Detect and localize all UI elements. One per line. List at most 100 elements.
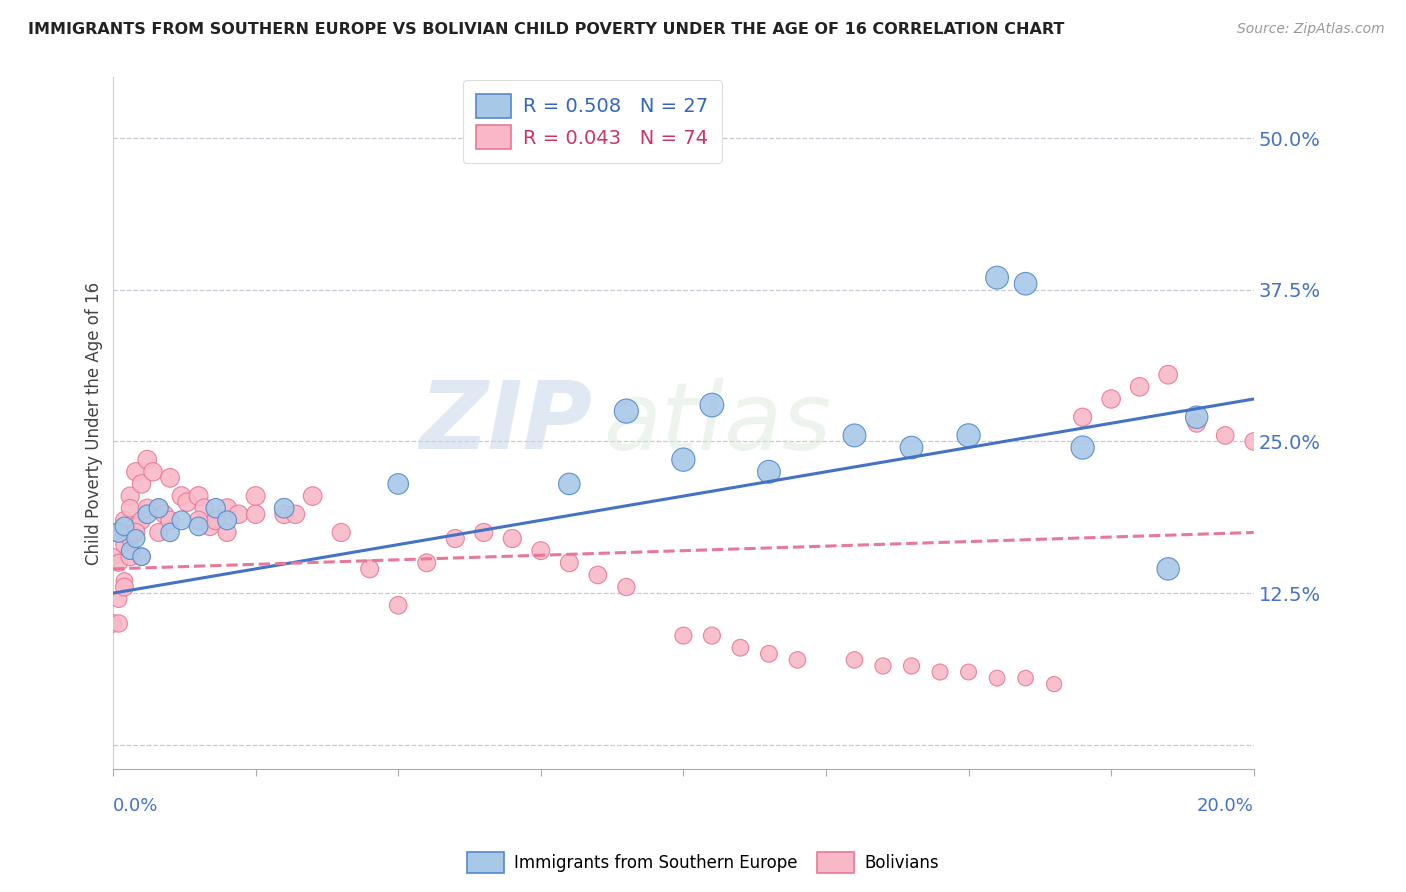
Point: [131, 549, 153, 564]
Point: [131, 477, 153, 491]
Point: [107, 525, 129, 540]
Point: [558, 477, 581, 491]
Point: [120, 532, 142, 546]
Point: [387, 599, 409, 613]
Point: [125, 532, 148, 546]
Point: [204, 513, 226, 527]
Point: [114, 538, 136, 552]
Point: [700, 629, 723, 643]
Point: [900, 659, 922, 673]
Text: IMMIGRANTS FROM SOUTHERN EUROPE VS BOLIVIAN CHILD POVERTY UNDER THE AGE OF 16 CO: IMMIGRANTS FROM SOUTHERN EUROPE VS BOLIV…: [28, 22, 1064, 37]
Point: [148, 501, 170, 516]
Point: [786, 653, 808, 667]
Point: [900, 441, 922, 455]
Text: Source: ZipAtlas.com: Source: ZipAtlas.com: [1237, 22, 1385, 37]
Point: [1043, 677, 1066, 691]
Text: 20.0%: 20.0%: [1197, 797, 1254, 814]
Point: [444, 532, 467, 546]
Point: [1129, 380, 1152, 394]
Point: [153, 508, 176, 522]
Legend: R = 0.508   N = 27, R = 0.043   N = 74: R = 0.508 N = 27, R = 0.043 N = 74: [463, 80, 721, 162]
Point: [758, 465, 780, 479]
Point: [217, 501, 239, 516]
Point: [187, 513, 209, 527]
Point: [187, 519, 209, 533]
Point: [114, 574, 136, 588]
Point: [159, 471, 181, 485]
Point: [614, 580, 637, 594]
Point: [159, 525, 181, 540]
Point: [273, 508, 295, 522]
Point: [929, 665, 952, 679]
Point: [273, 501, 295, 516]
Point: [136, 508, 159, 522]
Point: [758, 647, 780, 661]
Point: [472, 525, 495, 540]
Point: [193, 501, 215, 516]
Point: [986, 671, 1008, 685]
Point: [101, 525, 124, 540]
Point: [187, 489, 209, 503]
Point: [107, 616, 129, 631]
Point: [101, 616, 124, 631]
Point: [530, 543, 553, 558]
Point: [844, 428, 866, 442]
Point: [217, 525, 239, 540]
Point: [1213, 428, 1236, 442]
Point: [844, 653, 866, 667]
Point: [170, 489, 193, 503]
Point: [359, 562, 381, 576]
Point: [125, 519, 148, 533]
Text: 0.0%: 0.0%: [112, 797, 159, 814]
Point: [125, 525, 148, 540]
Point: [114, 519, 136, 533]
Point: [284, 508, 307, 522]
Point: [107, 592, 129, 607]
Point: [142, 465, 165, 479]
Point: [120, 501, 142, 516]
Point: [586, 568, 609, 582]
Point: [107, 556, 129, 570]
Point: [114, 513, 136, 527]
Point: [1071, 410, 1094, 425]
Point: [131, 549, 153, 564]
Point: [1157, 368, 1180, 382]
Point: [204, 501, 226, 516]
Point: [872, 659, 894, 673]
Point: [330, 525, 353, 540]
Point: [120, 489, 142, 503]
Point: [120, 549, 142, 564]
Point: [1014, 671, 1036, 685]
Legend: Immigrants from Southern Europe, Bolivians: Immigrants from Southern Europe, Bolivia…: [461, 846, 945, 880]
Point: [1071, 441, 1094, 455]
Point: [558, 556, 581, 570]
Point: [217, 513, 239, 527]
Point: [170, 513, 193, 527]
Point: [136, 501, 159, 516]
Point: [120, 543, 142, 558]
Point: [148, 501, 170, 516]
Point: [131, 513, 153, 527]
Point: [501, 532, 523, 546]
Text: atlas: atlas: [603, 378, 832, 469]
Point: [1243, 434, 1265, 449]
Point: [245, 508, 267, 522]
Point: [957, 665, 980, 679]
Point: [614, 404, 637, 418]
Point: [957, 428, 980, 442]
Point: [125, 465, 148, 479]
Point: [1157, 562, 1180, 576]
Point: [136, 452, 159, 467]
Point: [114, 580, 136, 594]
Point: [700, 398, 723, 412]
Point: [228, 508, 250, 522]
Point: [159, 513, 181, 527]
Text: ZIP: ZIP: [419, 377, 592, 469]
Point: [101, 549, 124, 564]
Point: [730, 640, 752, 655]
Point: [198, 519, 221, 533]
Point: [672, 452, 695, 467]
Point: [1185, 417, 1208, 431]
Point: [148, 525, 170, 540]
Point: [416, 556, 439, 570]
